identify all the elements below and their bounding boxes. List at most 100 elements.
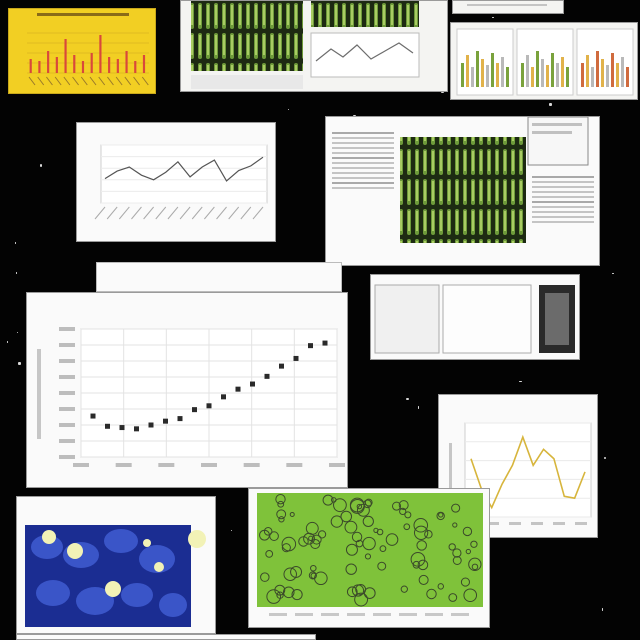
bar bbox=[626, 67, 629, 87]
x-tick-label bbox=[286, 463, 303, 467]
bar bbox=[99, 35, 102, 73]
network-node bbox=[282, 586, 295, 599]
scatter-point bbox=[177, 416, 183, 422]
x-tick-label bbox=[243, 463, 260, 467]
network-node bbox=[426, 588, 437, 600]
x-tick-label bbox=[240, 206, 252, 220]
network-node bbox=[448, 543, 456, 551]
x-tick-label bbox=[158, 463, 175, 467]
table-document bbox=[374, 284, 575, 354]
bar bbox=[501, 57, 504, 87]
caption-text bbox=[269, 613, 287, 616]
bar bbox=[506, 67, 509, 87]
bar bbox=[546, 65, 549, 87]
scatter-point bbox=[221, 394, 226, 400]
document-plant-panel bbox=[325, 116, 600, 266]
plant-images bbox=[191, 1, 420, 89]
x-tick-label bbox=[28, 76, 36, 86]
network-node bbox=[471, 563, 479, 571]
scatter-point bbox=[250, 381, 255, 387]
main-scatter-panel bbox=[26, 292, 348, 488]
bar bbox=[134, 61, 137, 73]
main-chart-tab bbox=[96, 262, 342, 292]
network-node bbox=[452, 522, 458, 528]
x-tick-label bbox=[143, 206, 154, 220]
network-node bbox=[317, 530, 327, 539]
bar bbox=[531, 67, 534, 87]
x-tick-label bbox=[115, 76, 123, 86]
x-tick-label bbox=[252, 206, 264, 220]
background-speck bbox=[231, 530, 232, 531]
network-node bbox=[349, 497, 365, 513]
bar bbox=[142, 55, 146, 73]
bar bbox=[536, 51, 539, 87]
network-node bbox=[452, 556, 462, 565]
network-node bbox=[277, 500, 285, 508]
bar bbox=[461, 63, 464, 87]
bar bbox=[591, 67, 594, 87]
scatter-point bbox=[293, 355, 299, 361]
network-node bbox=[364, 553, 372, 560]
document-plant-image bbox=[400, 117, 589, 243]
y-tick-label bbox=[59, 327, 75, 331]
network-node bbox=[275, 494, 286, 505]
bar bbox=[481, 59, 484, 87]
multi-bar-chart-panel bbox=[450, 22, 638, 100]
network-node bbox=[438, 512, 444, 518]
bar bbox=[55, 57, 58, 73]
network-node bbox=[322, 494, 334, 506]
network-node bbox=[448, 593, 458, 602]
network-node bbox=[413, 525, 429, 540]
bar bbox=[486, 65, 489, 87]
bar bbox=[496, 63, 499, 87]
network-node bbox=[465, 548, 472, 555]
bar bbox=[556, 63, 559, 87]
scatter-point bbox=[192, 407, 197, 413]
network-node bbox=[276, 509, 287, 520]
bar bbox=[541, 59, 544, 87]
x-tick-label bbox=[72, 76, 79, 86]
scatter-point bbox=[322, 340, 328, 346]
network-node bbox=[379, 545, 387, 553]
y-axis-label bbox=[37, 349, 41, 439]
bar bbox=[561, 57, 564, 87]
bar bbox=[47, 51, 50, 73]
network-node bbox=[330, 497, 337, 503]
blue-cells-panel bbox=[16, 496, 216, 634]
table-document-panel bbox=[370, 274, 580, 360]
bar bbox=[601, 59, 604, 87]
bar bbox=[551, 53, 554, 87]
network-node bbox=[424, 530, 433, 539]
x-tick-label bbox=[201, 463, 217, 467]
bar bbox=[81, 61, 85, 73]
x-tick-label bbox=[133, 76, 140, 86]
scatter-point bbox=[279, 363, 284, 369]
network-node bbox=[346, 586, 358, 598]
network-node bbox=[398, 500, 409, 511]
y-tick-label bbox=[59, 423, 75, 427]
blue-cells-image bbox=[25, 525, 206, 627]
scatter-point bbox=[105, 423, 110, 429]
network-node bbox=[356, 503, 363, 510]
network-node bbox=[463, 588, 478, 603]
x-tick-label bbox=[118, 206, 130, 220]
x-tick-label bbox=[228, 206, 240, 220]
network-node bbox=[413, 517, 429, 533]
bar bbox=[611, 53, 614, 87]
small-document-panel bbox=[452, 0, 564, 14]
network-node bbox=[283, 567, 297, 581]
network-node bbox=[276, 591, 284, 599]
scatter-point bbox=[119, 425, 125, 431]
x-tick-label bbox=[155, 206, 167, 220]
network-node bbox=[355, 539, 364, 548]
network-node bbox=[345, 543, 358, 556]
green-network-image bbox=[257, 493, 483, 616]
background-speck bbox=[288, 109, 289, 110]
network-node bbox=[333, 498, 347, 513]
background-speck bbox=[519, 381, 522, 382]
bar bbox=[566, 67, 569, 87]
x-tick-label bbox=[80, 76, 88, 86]
scatter-point bbox=[308, 343, 313, 349]
bar bbox=[581, 63, 584, 87]
network-node bbox=[354, 592, 369, 607]
